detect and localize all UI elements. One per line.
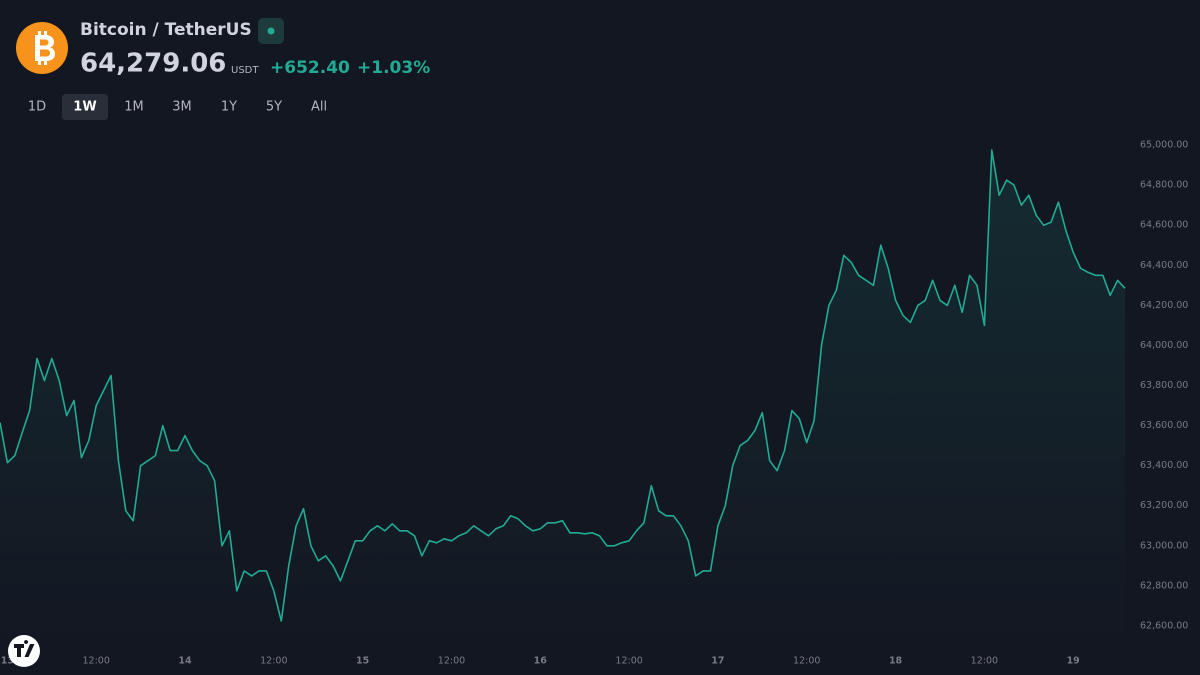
price-area bbox=[0, 150, 1125, 642]
tradingview-logo bbox=[8, 635, 40, 667]
range-button[interactable]: 1W bbox=[62, 94, 108, 120]
x-tick-label: 13 bbox=[1, 656, 14, 667]
y-tick-label: 62,800.00 bbox=[1140, 580, 1188, 591]
y-tick-label: 63,200.00 bbox=[1140, 500, 1188, 511]
symbol-title: Bitcoin / TetherUS bbox=[80, 20, 252, 40]
y-tick-label: 64,200.00 bbox=[1140, 300, 1188, 311]
y-tick-label: 63,000.00 bbox=[1140, 540, 1188, 551]
range-button[interactable]: 1M bbox=[124, 100, 144, 115]
y-tick-label: 65,000.00 bbox=[1140, 140, 1188, 151]
status-badge bbox=[258, 18, 284, 44]
x-tick-label: 12:00 bbox=[793, 656, 820, 667]
range-label[interactable]: 1Y bbox=[221, 100, 237, 115]
range-label[interactable]: 1W bbox=[73, 100, 96, 115]
x-tick-label: 12:00 bbox=[438, 656, 465, 667]
range-button[interactable]: All bbox=[311, 100, 327, 115]
x-tick-label: 17 bbox=[711, 656, 724, 667]
symbol-logo bbox=[16, 22, 68, 74]
x-tick-label: 12:00 bbox=[615, 656, 642, 667]
x-tick-label: 18 bbox=[889, 656, 903, 667]
price-line bbox=[0, 149, 1126, 622]
y-tick-label: 64,000.00 bbox=[1140, 340, 1188, 351]
y-tick-label: 62,600.00 bbox=[1140, 620, 1188, 631]
range-button[interactable]: 1D bbox=[28, 100, 46, 115]
x-tick-label: 16 bbox=[534, 656, 548, 667]
range-label[interactable]: All bbox=[311, 100, 327, 115]
plot-area bbox=[0, 149, 1126, 642]
range-label[interactable]: 1D bbox=[28, 100, 46, 115]
range-label[interactable]: 3M bbox=[172, 100, 192, 115]
axes: 62,600.00 62,800.00 63,000.00 63,200.00 63,4… bbox=[1, 140, 1189, 667]
y-tick-label: 64,800.00 bbox=[1140, 180, 1188, 191]
y-tick-label: 63,400.00 bbox=[1140, 460, 1188, 471]
range-selector: 1D 1W 1M 3M 1Y 5Y All bbox=[28, 94, 327, 120]
x-tick-label: 12:00 bbox=[83, 656, 110, 667]
y-tick-label: 64,600.00 bbox=[1140, 220, 1188, 231]
price-change-percent: +1.03% bbox=[357, 58, 430, 78]
price: 64,279.06 bbox=[80, 49, 226, 79]
y-tick-label: 64,400.00 bbox=[1140, 260, 1188, 271]
y-tick-label: 63,600.00 bbox=[1140, 420, 1188, 431]
x-tick-label: 15 bbox=[356, 656, 369, 667]
x-tick-label: 12:00 bbox=[260, 656, 287, 667]
range-label[interactable]: 5Y bbox=[266, 100, 282, 115]
range-button[interactable]: 5Y bbox=[266, 100, 282, 115]
y-tick-label: 63,800.00 bbox=[1140, 380, 1188, 391]
range-button[interactable]: 1Y bbox=[221, 100, 237, 115]
currency: USDT bbox=[231, 65, 259, 76]
x-tick-label: 14 bbox=[178, 656, 192, 667]
range-button-bg[interactable] bbox=[62, 94, 108, 120]
price-change: +652.40 bbox=[270, 58, 350, 78]
x-tick-label: 19 bbox=[1067, 656, 1080, 667]
x-tick-label: 12:00 bbox=[971, 656, 998, 667]
range-label[interactable]: 1M bbox=[124, 100, 144, 115]
range-button[interactable]: 3M bbox=[172, 100, 192, 115]
